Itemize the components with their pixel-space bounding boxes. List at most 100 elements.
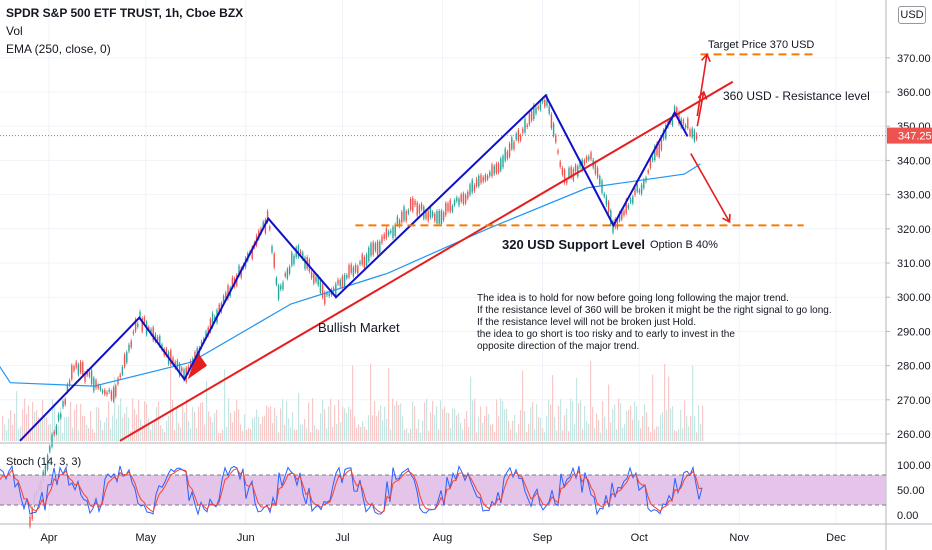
volume-bar [354,416,356,441]
candle-body [66,384,69,392]
candle-body [174,361,176,368]
candle-body [313,273,315,284]
ema-line[interactable] [0,163,701,387]
volume-bar [162,428,164,441]
candle-body [381,236,383,244]
candle-body [110,391,113,400]
volume-bar [252,418,254,441]
candle-body [365,254,368,266]
volume-bar [582,429,584,441]
support-level-label[interactable]: 320 USD Support Level [502,237,645,252]
candle-body [225,292,227,299]
volume-bar [16,391,18,441]
stoch-k-line[interactable] [0,464,703,516]
last-price-value: 347.25 [898,131,932,143]
volume-bar [250,429,252,441]
x-tick-label: May [135,532,156,544]
volume-bar [650,432,652,441]
candle-body [317,276,319,286]
candle-body [299,250,302,255]
volume-bar [422,420,424,441]
candle-body [119,374,121,378]
volume-bar [622,427,624,441]
candle-body [590,152,592,160]
volume-bar [558,406,560,441]
volume-bar [24,398,26,441]
volume-bar [262,416,264,441]
candle-body [95,380,97,388]
candle-body [258,230,260,239]
volume-label[interactable]: Vol [6,24,23,38]
oscillator-label[interactable]: Stoch (14, 3, 3) [6,456,81,468]
volume-bar [332,426,334,441]
candle-body [117,378,119,384]
volume-bar [8,418,10,441]
candle-body [126,352,128,363]
projection-arrow[interactable] [690,153,731,223]
candle-body [341,276,344,288]
idea-text-line[interactable]: the idea to go short is too risky and to… [477,329,735,340]
target-price-label[interactable]: Target Price 370 USD [708,39,814,51]
zigzag-pattern-line[interactable] [19,93,689,442]
volume-bar [326,428,328,441]
resistance-level-label[interactable]: 360 USD - Resistance level [723,89,870,103]
volume-bar [94,432,96,441]
candle-body [143,317,146,324]
symbol-title[interactable]: SPDR S&P 500 ETF TRUST, 1h, Cboe BZX [6,6,244,20]
candle-body [427,211,429,221]
volume-bar [434,415,436,441]
candle-body [207,327,209,336]
candle-body [152,327,154,341]
projection-arrow[interactable] [696,54,708,117]
volume-bar [418,419,420,441]
candle-body [79,361,82,373]
y-tick-label: 340.00 [897,155,931,167]
candle-body [671,116,674,126]
currency-button[interactable]: USD [898,6,926,24]
volume-bar [218,432,220,441]
candle-body [524,119,526,133]
bullish-market-label[interactable]: Bullish Market [318,320,400,335]
volume-bar [20,426,22,441]
candle-body [99,386,102,390]
ema-label[interactable]: EMA (250, close, 0) [6,42,111,56]
candle-body [264,219,267,233]
projection-arrow[interactable] [696,91,705,127]
candle-body [280,285,282,290]
candle-body [275,278,278,285]
volume-bar [222,429,224,441]
candle-body [656,143,658,156]
idea-text-line[interactable]: opposite direction of the major trend. [477,341,639,352]
candle-body [445,203,447,216]
idea-text-line[interactable]: The idea is to hold for now before going… [477,293,789,304]
bullish-trend-line[interactable] [119,80,734,442]
volume-bar [304,419,306,441]
idea-text-line[interactable]: If the resistance level will not be brok… [477,317,696,328]
volume-bar [50,423,52,441]
volume-bar [164,431,166,441]
volume-bar [344,408,346,441]
candle-body [68,380,71,385]
option-b-label[interactable]: Option B 40% [650,239,718,251]
volume-bar [132,398,134,441]
candle-body [337,279,339,284]
volume-bar [526,432,528,441]
volume-bar [342,406,344,441]
volume-bar [56,432,58,441]
volume-bar [168,415,170,441]
volume-bar [572,401,574,441]
candle-body [676,107,678,116]
volume-bar [568,431,570,441]
candle-body [486,175,489,180]
candle-body [401,211,403,223]
candle-body [181,367,183,372]
idea-text-line[interactable]: If the resistance level of 360 will be b… [477,305,832,316]
volume-bar [150,430,152,441]
volume-bar [384,406,386,441]
candle-body [211,313,214,327]
stoch-d-line[interactable] [0,468,703,514]
candle-body [121,366,124,375]
volume-bar [106,417,108,441]
volume-bar [670,408,672,441]
